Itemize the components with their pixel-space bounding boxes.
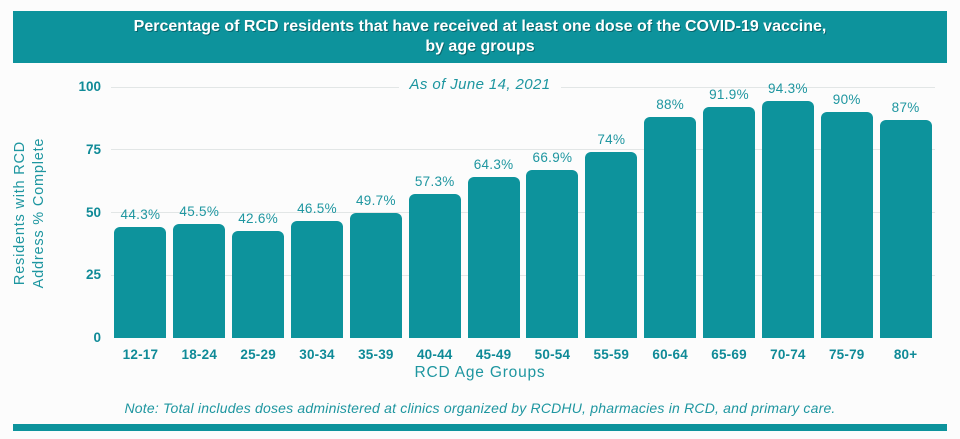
bar-group-75-79: 90% 75-79 xyxy=(817,87,876,362)
x-tick-label-55-59: 55-59 xyxy=(593,347,630,362)
bar-50-54: 66.9% xyxy=(526,150,579,338)
x-tick-label-60-64: 60-64 xyxy=(652,347,688,362)
bar-value-label: 94.3% xyxy=(767,81,808,97)
y-tick-label-0: 0 xyxy=(93,330,101,345)
chart-subtitle-text: As of June 14, 2021 xyxy=(399,75,561,95)
bar-80+: 87% xyxy=(879,100,932,338)
x-tick-label-50-54: 50-54 xyxy=(534,347,571,362)
x-tick-label-18-24: 18-24 xyxy=(181,347,218,362)
bar-group-80+: 87% 80+ xyxy=(876,87,935,362)
bar-40-44: 57.3% xyxy=(408,174,461,338)
bar-35-39: 49.7% xyxy=(349,193,402,338)
bar-group-45-49: 64.3% 45-49 xyxy=(464,87,523,362)
bar-18-24: 45.5% xyxy=(173,204,226,338)
y-tick-label-50: 50 xyxy=(85,204,101,220)
bar-value-label: 49.7% xyxy=(355,193,396,209)
bar-55-59: 74% xyxy=(585,132,638,338)
bar-group-70-74: 94.3% 70-74 xyxy=(758,81,817,362)
bar-group-55-59: 74% 55-59 xyxy=(582,87,641,362)
chart-title-banner: Percentage of RCD residents that have re… xyxy=(13,11,947,63)
x-tick-label-75-79: 75-79 xyxy=(828,347,865,362)
x-tick-label-80+: 80+ xyxy=(893,347,918,362)
plot-area: 44.3% 12-17 45.5% 18-24 42.6% 25-29 46.5% 30-34… xyxy=(111,81,935,362)
bar-group-25-29: 42.6% 25-29 xyxy=(229,87,288,362)
x-tick-label-65-69: 65-69 xyxy=(711,347,747,362)
grid-line-75 xyxy=(111,149,935,151)
bar-series: 44.3% 12-17 45.5% 18-24 42.6% 25-29 46.5% 30-34… xyxy=(111,81,935,362)
bar-group-12-17: 44.3% 12-17 xyxy=(111,87,170,362)
bar-group-35-39: 49.7% 35-39 xyxy=(346,87,405,362)
bar-value-label: 42.6% xyxy=(238,211,279,227)
bar-65-69: 91.9% xyxy=(703,87,756,338)
bar-group-30-34: 46.5% 30-34 xyxy=(288,87,347,362)
bar-25-29: 42.6% xyxy=(232,211,285,338)
bar-group-65-69: 91.9% 65-69 xyxy=(700,87,759,362)
bar-value-label: 66.9% xyxy=(532,150,573,166)
x-tick-label-40-44: 40-44 xyxy=(416,347,453,362)
bar-group-40-44: 57.3% 40-44 xyxy=(405,87,464,362)
bar-12-17: 44.3% xyxy=(114,207,167,338)
grid-line-25 xyxy=(111,274,935,276)
x-tick-label-45-49: 45-49 xyxy=(475,347,512,362)
y-tick-label-100: 100 xyxy=(78,79,101,94)
bar-70-74: 94.3% xyxy=(761,81,814,338)
x-tick-label-12-17: 12-17 xyxy=(122,347,159,362)
footer-accent-bar xyxy=(13,424,947,431)
x-tick-label-70-74: 70-74 xyxy=(770,347,806,362)
bar-value-label: 88% xyxy=(656,97,685,113)
x-tick-label-35-39: 35-39 xyxy=(358,347,394,362)
bar-value-label: 74% xyxy=(597,132,626,148)
bar-value-label: 64.3% xyxy=(473,156,514,172)
bar-value-label: 44.3% xyxy=(120,206,161,222)
chart-title-line-1: Percentage of RCD residents that have re… xyxy=(133,18,827,35)
bar-group-60-64: 88% 60-64 xyxy=(641,87,700,362)
bar-value-label: 87% xyxy=(891,99,920,115)
chart-subtitle: As of June 14, 2021 xyxy=(0,75,960,95)
bar-group-50-54: 66.9% 50-54 xyxy=(523,87,582,362)
bar-value-label: 90% xyxy=(832,92,861,108)
x-tick-label-30-34: 30-34 xyxy=(299,347,335,362)
x-axis-title: RCD Age Groups xyxy=(414,364,546,381)
bar-45-49: 64.3% xyxy=(467,157,520,338)
footnote: Note: Total includes doses administered … xyxy=(124,400,836,416)
bar-60-64: 88% xyxy=(644,97,697,338)
grid-line-50 xyxy=(111,212,935,213)
bar-30-34: 46.5% xyxy=(291,201,343,338)
bar-value-label: 57.3% xyxy=(414,174,455,190)
bar-value-label: 45.5% xyxy=(179,203,220,219)
bar-value-label: 91.9% xyxy=(709,87,749,103)
y-tick-label-25: 25 xyxy=(85,267,101,283)
bar-75-79: 90% xyxy=(820,92,873,338)
bar-group-18-24: 45.5% 18-24 xyxy=(170,87,229,362)
x-tick-label-25-29: 25-29 xyxy=(240,347,276,362)
chart-title-line-2: by age groups xyxy=(425,38,535,55)
y-tick-label-75: 75 xyxy=(85,141,101,157)
bar-value-label: 46.5% xyxy=(297,201,337,217)
